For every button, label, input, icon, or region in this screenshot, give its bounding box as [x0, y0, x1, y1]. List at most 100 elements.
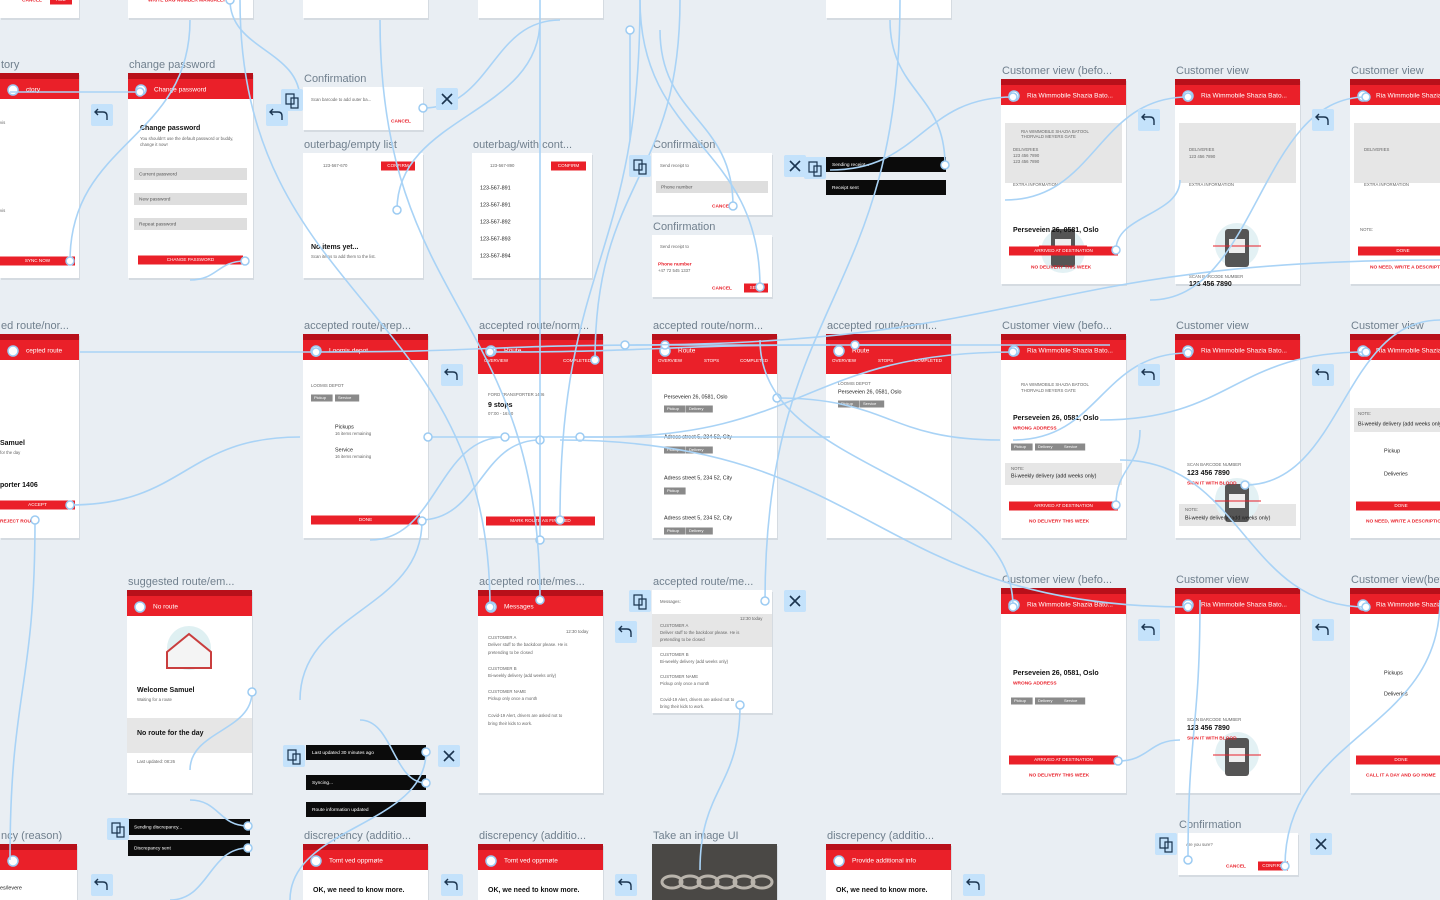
connection-handle: [311, 347, 321, 357]
connection-handle: [65, 256, 75, 266]
hotspot[interactable]: [134, 601, 146, 613]
back-icon[interactable]: [94, 108, 108, 120]
screen-text: Scan barcode to add outer ba...: [311, 97, 371, 102]
screen-text: 123 456 7890: [1189, 281, 1232, 288]
connection: [379, 19, 541, 601]
button: [0, 256, 75, 266]
hotspot[interactable]: [833, 345, 845, 357]
back-icon[interactable]: [1315, 623, 1329, 635]
screen-frame: [128, 0, 253, 18]
screen: Customer view Ria Wimmobile Shazia Bato..…: [1350, 320, 1440, 540]
screen-text: Pickup only once a month: [488, 696, 538, 701]
screen: discrepency (additio... Tomt ved oppmøte O…: [303, 830, 429, 900]
screen-text: RIA WIMMOBILE SHAZIA BATOOL: [1021, 382, 1089, 387]
tag: [1035, 697, 1062, 705]
screen-text: Pickup: [1384, 448, 1400, 454]
overlay-icon[interactable]: [287, 749, 301, 765]
hotspot[interactable]: [310, 855, 322, 867]
hotspot[interactable]: [7, 84, 19, 96]
toast-text: Last updated 30 minutes ago: [312, 750, 374, 756]
screen-text: 16 items remaining: [335, 431, 372, 436]
hotspot[interactable]: [833, 855, 845, 867]
back-icon[interactable]: [444, 368, 458, 380]
back-icon[interactable]: [618, 878, 632, 890]
screen: change password Change password Change pas…: [128, 59, 254, 280]
connection: [359, 719, 427, 784]
screen-text: Bi-weekly delivery (add weeks only): [488, 673, 557, 678]
overlay-icon[interactable]: [1159, 837, 1173, 853]
screen-text: STOPS: [878, 358, 893, 363]
app-bar-title: ctory: [26, 87, 41, 94]
back-icon[interactable]: [966, 878, 980, 890]
screen-text: 123 456 7890: [1187, 470, 1230, 477]
app-bar: [1350, 594, 1440, 614]
connection: [559, 0, 641, 521]
screen-text: 123-567-891: [480, 202, 511, 208]
connection: [699, 704, 741, 871]
back-icon[interactable]: [1141, 623, 1155, 635]
back-icon[interactable]: [1141, 113, 1155, 125]
screen-text: LOOMIS DEPOT: [838, 381, 871, 386]
overlay-icon[interactable]: [633, 594, 647, 610]
overlay-icon[interactable]: [808, 161, 822, 177]
toast: Discrepancy sent: [128, 840, 250, 856]
screen-text: EXTRA INFORMATION: [1189, 182, 1234, 187]
back-icon[interactable]: [94, 878, 108, 890]
connection: [189, 260, 246, 281]
close-icon[interactable]: [1315, 838, 1327, 850]
tag: [1011, 443, 1033, 451]
screen-text: porter 1406: [0, 482, 38, 489]
button-label: CONFIRM: [558, 163, 580, 168]
screen-title: Customer view(befo...: [1351, 574, 1440, 586]
screen-title: Customer view: [1351, 65, 1424, 77]
back-icon[interactable]: [269, 108, 283, 120]
hotspot[interactable]: [7, 345, 19, 357]
app-bar-title: Ria Wimmobile Shazia Bato...: [1201, 602, 1287, 609]
screen-text: NO DELIVERY THIS WEEK: [1029, 772, 1090, 778]
connection: [659, 29, 734, 207]
button: [311, 515, 420, 525]
connection-handle: [247, 687, 257, 697]
connection-handle: [500, 432, 510, 442]
screen-text: Bi-weekly delivery (add weeks only): [1011, 473, 1097, 479]
back-icon[interactable]: [444, 878, 458, 890]
overlay-icon[interactable]: [111, 822, 125, 838]
screen-title: ed route/nor...: [1, 320, 69, 332]
screen-frame: [478, 590, 603, 793]
chain-link: [660, 874, 684, 890]
overlay-icon[interactable]: [285, 93, 299, 109]
screen: Confirmation Send receipt to Phone number C…: [652, 139, 773, 217]
screen: [478, 0, 604, 20]
screen-title: accepted route/me...: [653, 576, 753, 588]
screen-text: Are you sure?: [1186, 842, 1213, 847]
tag: [838, 400, 860, 408]
button-label: MARK ROUTE AS FINISHED: [510, 518, 571, 523]
close-icon[interactable]: [443, 750, 455, 762]
screen: Take an image UI: [652, 830, 778, 900]
screen-text: OK, we need to know more.: [313, 887, 404, 894]
overlay-icon[interactable]: [633, 159, 647, 175]
close-icon[interactable]: [789, 595, 801, 607]
connection-handle: [417, 516, 427, 526]
icon-box: [1138, 364, 1160, 386]
back-icon[interactable]: [1315, 113, 1329, 125]
screen-text: CUSTOMER A: [488, 635, 516, 640]
screen-text: NO NEED, WRITE A DESCRIPTION: [1370, 264, 1440, 270]
back-icon[interactable]: [1315, 368, 1329, 380]
tag-label: Pickup: [314, 395, 327, 400]
screen: ed route/nor... cepted route Samuel for the…: [0, 320, 80, 540]
back-icon[interactable]: [618, 625, 632, 637]
close-icon[interactable]: [441, 93, 453, 105]
app-bar: [1001, 85, 1126, 105]
connection: [594, 0, 681, 361]
tag: [311, 394, 333, 402]
app-bar-title: Ria Wimmobile Shazia Bato...: [1201, 348, 1287, 355]
back-icon[interactable]: [1141, 368, 1155, 380]
hotspot[interactable]: [485, 855, 497, 867]
connection: [639, 0, 761, 288]
connection: [229, 0, 301, 101]
screen-text: pretending to be closed: [660, 637, 705, 642]
screen-text: CANCEL: [22, 0, 42, 3]
button-label: ARRIVED AT DESTINATION: [1034, 757, 1093, 762]
close-icon[interactable]: [789, 160, 801, 172]
